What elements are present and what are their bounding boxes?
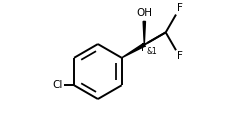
Text: F: F xyxy=(177,51,183,61)
Text: F: F xyxy=(141,43,147,53)
Text: OH: OH xyxy=(136,8,152,18)
Polygon shape xyxy=(143,21,145,45)
Text: &1: &1 xyxy=(147,47,158,56)
Text: F: F xyxy=(177,3,183,13)
Text: Cl: Cl xyxy=(52,80,63,90)
Polygon shape xyxy=(122,43,145,58)
